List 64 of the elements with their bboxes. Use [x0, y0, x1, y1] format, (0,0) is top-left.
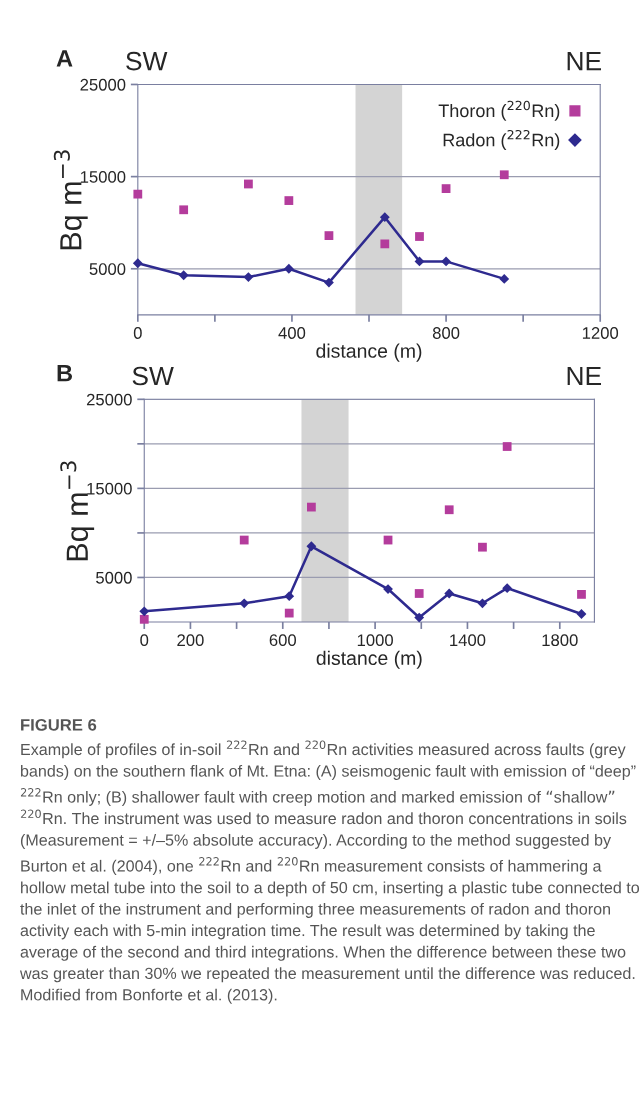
caption: FIGURE 6	[21, 718, 97, 731]
x-tick-label: 400	[278, 327, 306, 339]
point	[239, 598, 250, 609]
point	[414, 256, 425, 267]
point	[139, 606, 150, 617]
point	[139, 614, 149, 624]
x-tick-label: 0	[133, 327, 142, 339]
point	[132, 258, 143, 269]
point	[284, 196, 294, 205]
x-tick-label: 1800	[542, 634, 578, 647]
x-tick-label: 200	[177, 634, 204, 647]
point	[324, 231, 334, 240]
point	[380, 239, 390, 249]
point	[239, 535, 249, 545]
x-tick-label: 1000	[357, 634, 393, 647]
text: SW	[126, 51, 168, 71]
point	[284, 591, 295, 602]
point	[244, 179, 253, 189]
point	[577, 589, 586, 599]
point	[307, 502, 316, 512]
point	[133, 189, 143, 199]
point	[415, 232, 424, 241]
point	[324, 277, 334, 288]
x-tick-label: 1400	[450, 634, 486, 647]
y-tick-label: 25000	[86, 393, 132, 406]
x-axis-title: distance (m)	[316, 343, 422, 362]
point	[502, 442, 512, 451]
y-tick-label: 25000	[80, 78, 126, 91]
point	[243, 272, 254, 282]
point	[441, 256, 451, 267]
point	[178, 270, 189, 281]
y-tick-label: 15000	[87, 482, 132, 495]
point	[306, 541, 317, 552]
point	[576, 609, 587, 619]
x-tick-label: 800	[432, 327, 460, 339]
point	[441, 184, 451, 193]
point	[379, 212, 390, 223]
x-tick-label: 1200	[582, 327, 619, 339]
text: NE	[567, 366, 602, 386]
legend-label: Thoron ($^{220}$Rn)	[438, 100, 560, 121]
point	[414, 612, 425, 623]
y-tick-label: 5000	[96, 571, 132, 584]
legend-label: Radon ($^{222}$Rn)	[443, 129, 560, 150]
point	[179, 205, 189, 215]
point	[283, 263, 294, 274]
point	[499, 273, 510, 284]
x-tick-label: 0	[140, 634, 149, 647]
point	[444, 505, 454, 515]
point	[414, 589, 424, 598]
point	[499, 170, 509, 180]
x-axis-title: distance (m)	[316, 650, 422, 669]
point	[444, 588, 455, 599]
y-tick-label: 15000	[80, 171, 126, 183]
point	[502, 583, 513, 594]
y-tick-label: 5000	[89, 263, 126, 275]
chart-title: B	[57, 365, 73, 382]
text: NE	[567, 52, 602, 71]
text: Example of profiles of in-soil $^{222}$Rn and $^{220}$Rn activities measured across faults (grey bands) on the southern flank of Mt. Etna: (A) seismogenic fault with emission of “deep” $^{222}$Rn only; (B) shallower fault with creep motion and marked emission of “shallow” $^{220}$Rn. The instrument was used to measure radon and thoron concentrations in soils (Measurement = +/–5% absolute accuracy). According to the method suggested by Burton et al. (2004), one $^{222}$Rn and $^{220}$Rn measurement consists of hammering a hollow metal tube into the soil to a depth of 50 cm, inserting a plastic tube connected to the inlet of the instrument and performing three measurements of radon and thoron activity each with 5-min integration time. The result was determined by taking the average of the second and third integrations. When the difference between these two was greater than 30% we repeated the measurement until the difference was reduced. Modified from Bonforte et al. (2013).	[19, 740, 640, 1004]
x-tick-label: 600	[269, 634, 297, 647]
text: SW	[132, 366, 174, 386]
point	[477, 598, 488, 609]
point	[478, 542, 487, 552]
point	[284, 608, 294, 618]
chart-title: A	[56, 50, 73, 67]
